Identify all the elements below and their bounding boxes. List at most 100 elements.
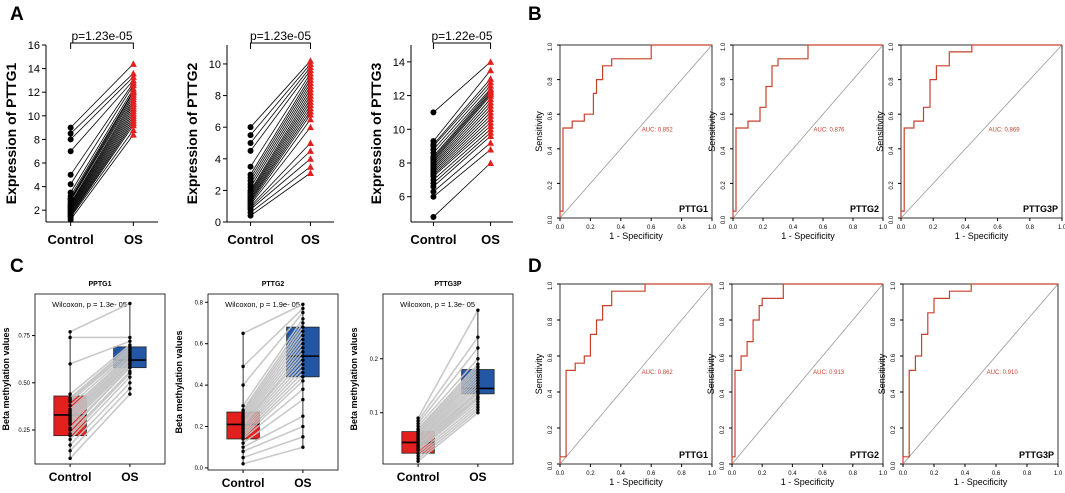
os-point (487, 98, 495, 106)
y-tick-label: 1.0 (548, 42, 554, 51)
pair-line (417, 336, 479, 422)
y-tick-label: 14 (28, 64, 40, 76)
pair-line (433, 162, 491, 218)
y-tick-label: 0 (215, 217, 221, 229)
x-tick-label: Control (410, 232, 456, 247)
os-point (487, 132, 495, 140)
chart-a3: 6 8 10 12 14 Control OS Expression of PTTG3 p=1.… (368, 29, 513, 247)
y-tick-label: 0.6 (195, 342, 204, 348)
y-tick-label: 0.2 (548, 181, 554, 190)
control-point (68, 443, 72, 447)
y-tick-label: 0.2 (195, 425, 204, 431)
pair-line (70, 99, 134, 204)
pair-line (69, 372, 131, 437)
os-point (301, 302, 305, 307)
y-axis-label: Beta methylation values (1, 327, 11, 430)
os-point (128, 371, 132, 376)
pair-line (250, 70, 311, 152)
pair-line (417, 387, 479, 442)
x-tick-label: 0.4 (789, 225, 798, 231)
pair-line (250, 76, 311, 175)
x-tick-label: 0.6 (818, 471, 827, 477)
y-tick-label: 4 (215, 154, 221, 166)
os-point (306, 111, 314, 118)
pair-line (250, 82, 311, 182)
os-point (476, 370, 480, 374)
control-point (68, 428, 72, 432)
pair-line (242, 415, 304, 448)
pair-line (433, 70, 491, 142)
pair-line (242, 334, 304, 417)
control-point (68, 362, 72, 366)
os-point (129, 121, 137, 129)
stat-label: Wilcoxon, p = 1.3e- 05 (52, 300, 127, 309)
control-point (241, 383, 245, 387)
os-point (301, 325, 305, 329)
p-value-label: p=1.23e-05 (250, 29, 311, 43)
x-axis-label: 1 - Specificity (781, 231, 835, 241)
os-point (129, 73, 137, 80)
x-axis-label: 1 - Specificity (609, 231, 663, 241)
pair-line (433, 81, 491, 147)
pair-line (250, 79, 311, 178)
chart-title: PTTG3P (434, 281, 462, 288)
x-tick-label: Control (397, 470, 440, 484)
os-point (301, 435, 305, 439)
pair-line (70, 76, 134, 140)
pair-line (242, 363, 304, 430)
reference-diagonal (902, 283, 1059, 465)
stat-label: Wilcoxon, p = 1.3e- 05 (400, 300, 475, 309)
roc-curve (731, 283, 883, 464)
pair-line (69, 353, 131, 410)
os-point (301, 414, 305, 418)
pair-line (70, 94, 134, 200)
roc-curve (902, 283, 1058, 464)
os-point (487, 102, 495, 109)
os-point (301, 424, 305, 429)
pair-line (433, 128, 491, 181)
os-point (487, 78, 495, 86)
y-tick-label: 1.0 (889, 42, 895, 51)
reference-diagonal (559, 283, 713, 465)
os-point (301, 354, 305, 358)
pair-line (250, 104, 311, 197)
pair-line (69, 302, 131, 333)
y-tick-label: 0.6 (720, 353, 726, 362)
y-tick-label: 0.2 (889, 181, 895, 190)
os-point (129, 131, 137, 138)
control-point (241, 331, 245, 336)
pair-line (250, 92, 311, 191)
pair-line (242, 436, 304, 459)
gene-label: PTTG1 (679, 204, 708, 214)
pair-line (417, 395, 479, 447)
pair-line (417, 401, 479, 452)
chart-c1: PPTG1 Wilcoxon, p = 1.3e- 05 0.25 0.50 0.75 B… (1, 281, 166, 484)
y-tick-label: 0.6 (548, 111, 554, 120)
os-point (128, 335, 132, 340)
pair-line (250, 142, 311, 207)
x-tick-label: 1.0 (1054, 471, 1063, 477)
pair-line (417, 391, 479, 445)
pair-line (70, 101, 134, 205)
pair-line (69, 361, 131, 420)
pair-line (70, 122, 134, 216)
roc-curve (732, 44, 883, 218)
gene-label: PTTG3P (1019, 450, 1054, 460)
x-tick-label: 0.8 (849, 225, 858, 231)
y-axis-label: Sensitivity (534, 353, 544, 394)
y-axis-label: Sensitivity (877, 353, 887, 394)
control-point (430, 213, 437, 220)
y-axis-label: Expression of PTTG1 (3, 62, 19, 204)
control-point (416, 416, 420, 420)
pair-line (433, 61, 491, 113)
x-tick-label: 0.0 (899, 471, 908, 477)
x-tick-label: 1.0 (708, 225, 717, 231)
x-tick-label: 0.4 (617, 471, 626, 477)
pair-line (70, 120, 134, 214)
control-point (416, 456, 420, 461)
y-tick-label: 0.6 (548, 353, 554, 362)
pair-line (70, 129, 134, 218)
pair-line (242, 376, 304, 436)
os-point (301, 321, 305, 325)
pair-line (250, 111, 311, 201)
